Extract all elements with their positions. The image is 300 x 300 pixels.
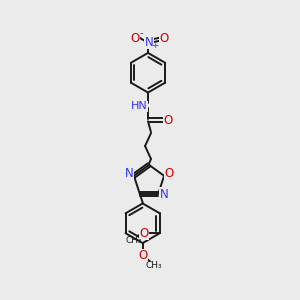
Text: O: O [159, 32, 169, 44]
Text: O: O [139, 227, 148, 240]
Text: O: O [130, 32, 140, 44]
Text: N: N [160, 188, 169, 201]
Text: CH₃: CH₃ [145, 261, 162, 270]
Text: HN: HN [131, 101, 148, 111]
Text: N: N [124, 167, 134, 180]
Text: O: O [164, 167, 174, 180]
Text: O: O [138, 250, 147, 262]
Text: CH₃: CH₃ [126, 236, 142, 244]
Text: +: + [151, 41, 159, 50]
Text: O: O [163, 114, 172, 127]
Text: N: N [145, 35, 153, 49]
Text: -: - [139, 28, 143, 38]
